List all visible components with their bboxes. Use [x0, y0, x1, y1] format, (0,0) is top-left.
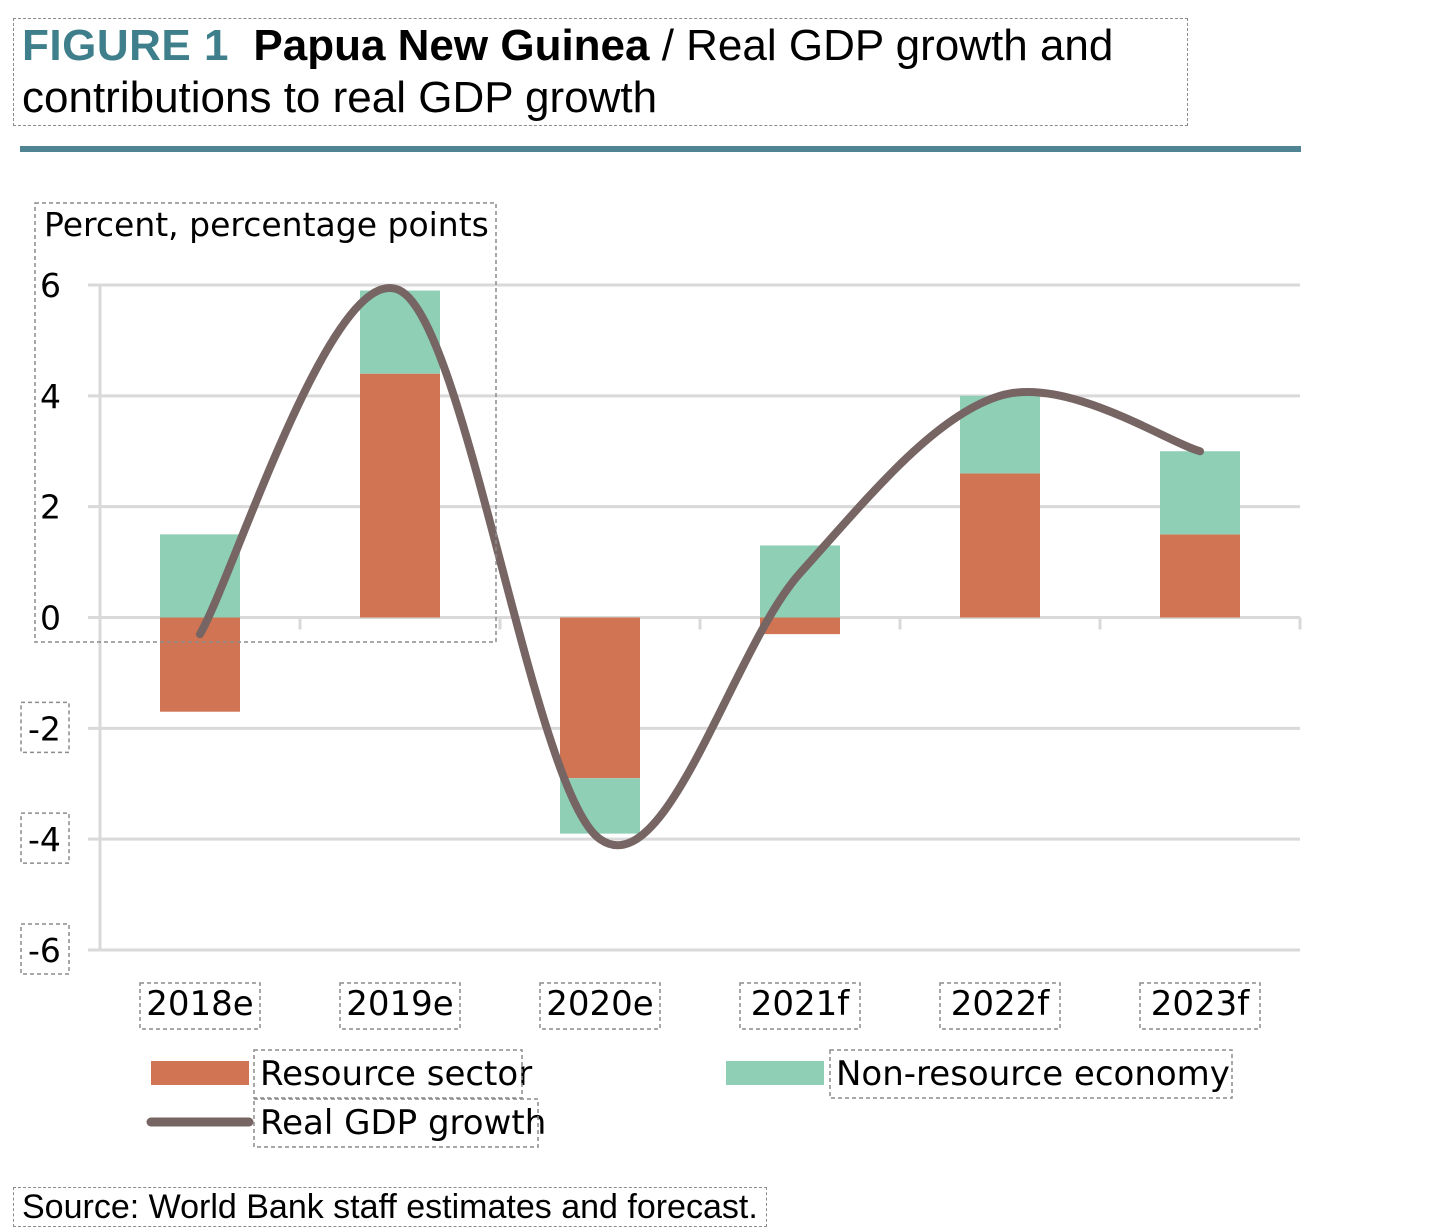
y-tick-label: -2	[28, 709, 61, 748]
x-tick-box	[939, 982, 1061, 1030]
title-line-2: contributions to real GDP growth	[22, 73, 658, 122]
legend-swatch-non-resource-economy	[726, 1061, 824, 1085]
x-tick-label: 2018e	[146, 984, 253, 1024]
bar-resource-sector-2022f	[960, 473, 1040, 618]
y-tick-label: 0	[40, 599, 61, 638]
figure-label: FIGURE 1	[22, 21, 229, 70]
legend-label-non-resource-economy: Non-resource economy	[836, 1054, 1230, 1094]
source-note: Source: World Bank staff estimates and f…	[13, 1187, 767, 1227]
y-tick-label: -6	[28, 931, 61, 970]
legend-label-resource-sector: Resource sector	[260, 1054, 532, 1094]
bar-resource-sector-2019e	[360, 373, 440, 618]
bar-resource-sector-2020e	[560, 617, 640, 779]
y-axis-label: Percent, percentage points	[44, 205, 489, 244]
country-name: Papua New Guinea	[253, 21, 650, 70]
legend-label-real-gdp-growth: Real GDP growth	[260, 1103, 546, 1143]
bar-non-resource-economy-2023f	[1160, 451, 1240, 535]
title-divider	[20, 146, 1301, 152]
gdp-line-layer	[196, 284, 1204, 850]
legend-label-box	[829, 1049, 1233, 1099]
ylabel-box	[34, 202, 497, 643]
legend: Resource sector Non-resource economy Real …	[146, 1049, 1233, 1148]
x-tick-label: 2021f	[751, 984, 851, 1024]
legend-label-box	[253, 1098, 539, 1148]
x-tick-label: 2023f	[1151, 984, 1251, 1024]
y-tick-box	[20, 812, 70, 864]
y-tick-label: -4	[28, 820, 61, 859]
gdp-chart: Percent, percentage points -6 -4 -2 0 2 4 6 201…	[20, 202, 1302, 1148]
x-tick-box	[339, 982, 461, 1030]
x-tick-box	[739, 982, 861, 1030]
bar-resource-sector-2021f	[760, 617, 840, 635]
x-tick-label: 2020e	[546, 984, 653, 1024]
y-tick-label: 6	[40, 266, 61, 305]
axes	[88, 285, 1302, 950]
x-tick-box	[539, 982, 661, 1030]
x-tick-box	[139, 982, 261, 1030]
gdp-growth-line	[196, 284, 1204, 850]
labels: Percent, percentage points -6 -4 -2 0 2 4 6 201…	[20, 202, 1261, 1030]
title-rest: / Real GDP growth and	[649, 21, 1114, 70]
legend-swatch-resource-sector	[151, 1061, 249, 1085]
x-tick-box	[1139, 982, 1261, 1030]
legend-label-box	[253, 1049, 523, 1099]
gridlines	[88, 283, 1300, 952]
y-tick-box	[20, 701, 70, 754]
x-tick-label: 2019e	[346, 984, 453, 1024]
y-tick-box	[20, 923, 70, 975]
y-tick-label: 4	[40, 377, 61, 416]
figure-title: FIGURE 1 Papua New Guinea / Real GDP gro…	[13, 18, 1188, 126]
bar-resource-sector-2023f	[1160, 534, 1240, 618]
x-tick-label: 2022f	[951, 984, 1051, 1024]
title-line-1: FIGURE 1 Papua New Guinea / Real GDP gro…	[22, 21, 1113, 71]
y-tick-label: 2	[40, 488, 61, 527]
